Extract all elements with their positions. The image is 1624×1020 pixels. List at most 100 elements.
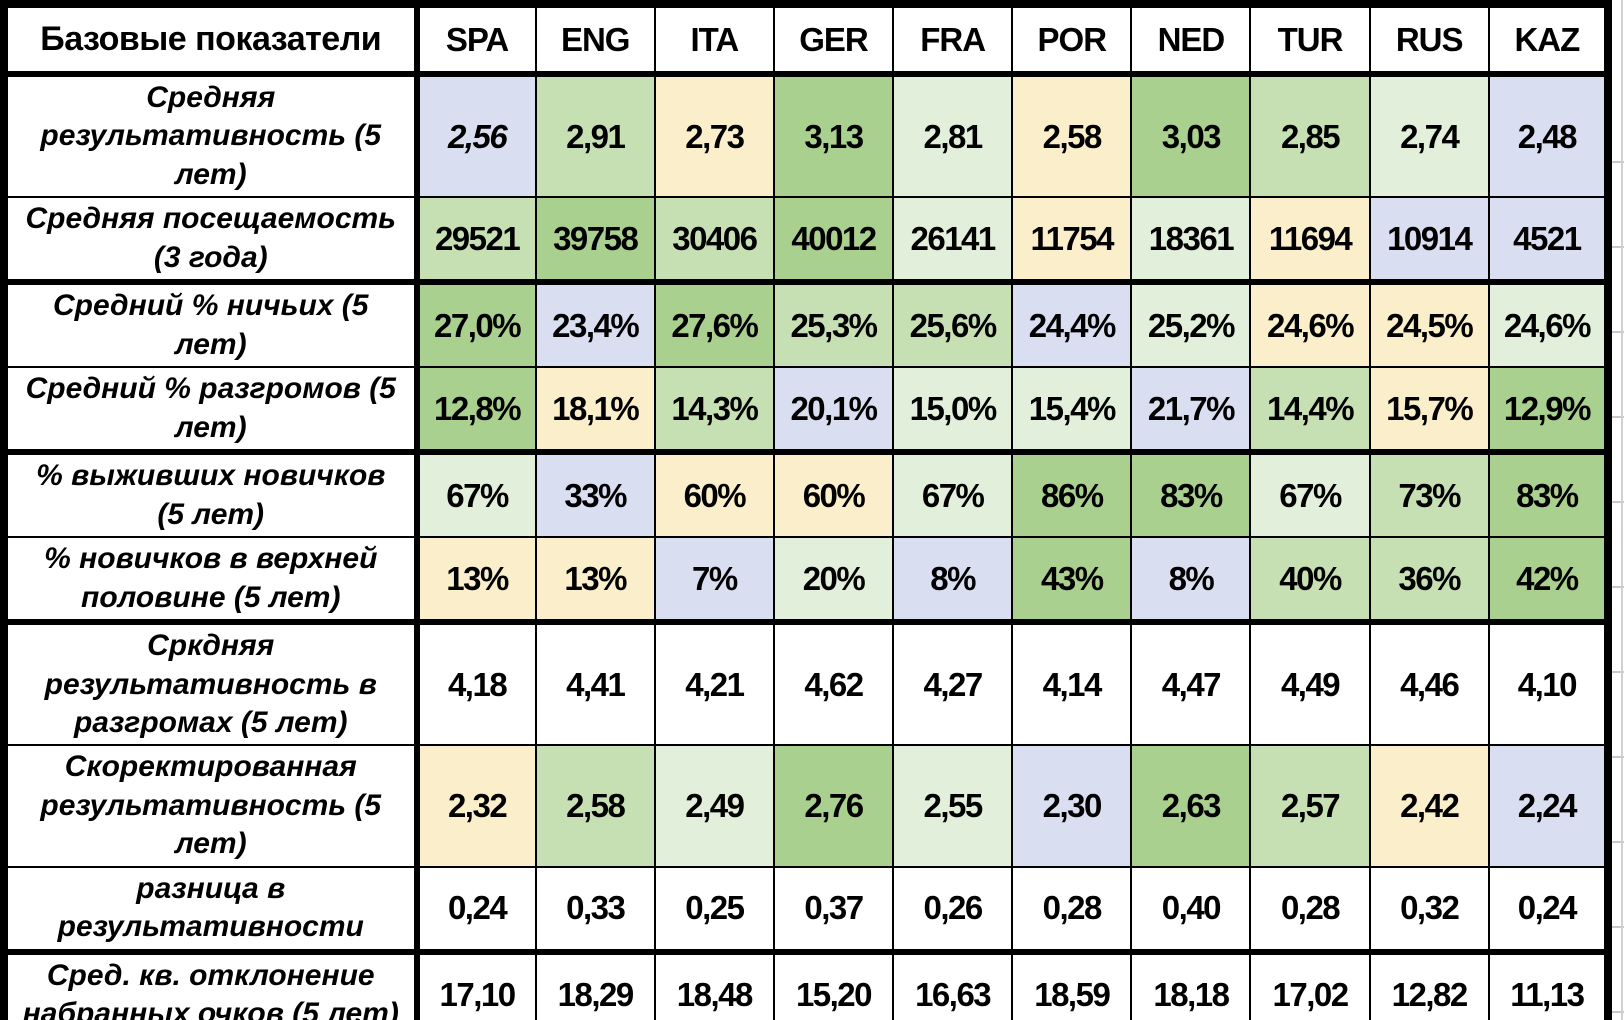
data-cell: 4,18 (415, 621, 537, 747)
data-cell: 18,18 (1130, 950, 1252, 1020)
data-cell: 2,91 (534, 72, 656, 199)
column-header: KAZ (1487, 3, 1610, 77)
data-cell: 30406 (653, 196, 775, 286)
data-cell: 13% (534, 536, 656, 626)
data-cell: 0,37 (772, 865, 895, 955)
data-cell: 2,49 (653, 744, 775, 868)
data-cell: 27,6% (653, 281, 775, 369)
table-row: % выживших новичков (5 лет) 67% 33% 60% 60% 6… (3, 451, 1610, 539)
data-cell: 67% (415, 451, 537, 539)
data-cell: 15,0% (892, 366, 1014, 456)
table-row: разница в результативности 0,24 0,33 0,25 0,… (3, 865, 1610, 955)
data-cell: 0,24 (1487, 865, 1610, 955)
table-row: Средний % разгромов (5 лет) 12,8% 18,1% 14,… (3, 366, 1610, 456)
data-cell: 0,32 (1368, 865, 1490, 955)
data-cell: 40012 (772, 196, 895, 286)
data-cell: 15,4% (1011, 366, 1133, 456)
data-cell: 7% (653, 536, 775, 626)
row-label: Скоректированная результативность (5 лет… (3, 744, 420, 868)
data-cell: 15,7% (1368, 366, 1490, 456)
data-cell: 4,49 (1249, 621, 1371, 747)
data-cell: 2,48 (1487, 72, 1610, 199)
data-cell: 0,25 (653, 865, 775, 955)
data-cell: 16,63 (892, 950, 1014, 1020)
table-row: Сркдняя результативность в разгромах (5 … (3, 621, 1610, 747)
data-cell: 2,81 (892, 72, 1014, 199)
data-cell: 15,20 (772, 950, 895, 1020)
data-cell: 11694 (1249, 196, 1371, 286)
data-cell: 43% (1011, 536, 1133, 626)
data-cell: 2,73 (653, 72, 775, 199)
data-cell: 23,4% (534, 281, 656, 369)
data-cell: 2,63 (1130, 744, 1252, 868)
data-cell: 2,30 (1011, 744, 1133, 868)
data-cell: 2,76 (772, 744, 895, 868)
data-cell: 24,6% (1249, 281, 1371, 369)
data-cell: 25,6% (892, 281, 1014, 369)
data-cell: 73% (1368, 451, 1490, 539)
data-cell: 12,9% (1487, 366, 1610, 456)
data-cell: 0,40 (1130, 865, 1252, 955)
data-cell: 2,55 (892, 744, 1014, 868)
data-cell: 17,02 (1249, 950, 1371, 1020)
data-cell: 2,42 (1368, 744, 1490, 868)
row-label: Средний % разгромов (5 лет) (3, 366, 420, 456)
data-cell: 20% (772, 536, 895, 626)
data-cell: 18,59 (1011, 950, 1133, 1020)
sheet-gridline-vertical (1621, 0, 1623, 1020)
data-cell: 4,62 (772, 621, 895, 747)
data-cell: 11754 (1011, 196, 1133, 286)
data-cell: 2,56 (415, 72, 537, 199)
data-cell: 2,74 (1368, 72, 1490, 199)
data-cell: 39758 (534, 196, 656, 286)
table-row: % новичков в верхней половине (5 лет) 13%… (3, 536, 1610, 626)
data-cell: 4,41 (534, 621, 656, 747)
column-header: TUR (1249, 3, 1371, 77)
table-title: Базовые показатели (3, 3, 420, 77)
table-row: Средняя результативность (5 лет) 2,56 2,91… (3, 72, 1610, 199)
data-cell: 4,14 (1011, 621, 1133, 747)
data-cell: 60% (772, 451, 895, 539)
data-cell: 4521 (1487, 196, 1610, 286)
data-cell: 36% (1368, 536, 1490, 626)
data-cell: 21,7% (1130, 366, 1252, 456)
data-cell: 26141 (892, 196, 1014, 286)
data-cell: 18,29 (534, 950, 656, 1020)
data-cell: 18,1% (534, 366, 656, 456)
header-row: Базовые показатели SPA ENG ITA GER FRA POR NED… (3, 3, 1610, 77)
sheet-gutter (1612, 0, 1624, 1020)
column-header: GER (772, 3, 895, 77)
data-cell: 14,4% (1249, 366, 1371, 456)
column-header: POR (1011, 3, 1133, 77)
data-cell: 8% (892, 536, 1014, 626)
data-cell: 11,13 (1487, 950, 1610, 1020)
row-label: Сред. кв. отклонение набранных очков (5 … (3, 950, 420, 1020)
row-label: Средняя результативность (5 лет) (3, 72, 420, 199)
data-cell: 0,26 (892, 865, 1014, 955)
data-cell: 3,03 (1130, 72, 1252, 199)
table-row: Средняя посещаемость (3 года) 29521 39758 3… (3, 196, 1610, 286)
column-header: ENG (534, 3, 656, 77)
data-cell: 18,48 (653, 950, 775, 1020)
table-row: Скоректированная результативность (5 лет… (3, 744, 1610, 868)
table-body: Средняя результативность (5 лет) 2,56 2,91… (3, 72, 1610, 1020)
data-cell: 17,10 (415, 950, 537, 1020)
data-cell: 4,47 (1130, 621, 1252, 747)
column-header: SPA (415, 3, 537, 77)
data-cell: 0,28 (1249, 865, 1371, 955)
data-cell: 29521 (415, 196, 537, 286)
data-cell: 4,10 (1487, 621, 1610, 747)
data-cell: 10914 (1368, 196, 1490, 286)
data-cell: 27,0% (415, 281, 537, 369)
data-cell: 13% (415, 536, 537, 626)
data-cell: 67% (1249, 451, 1371, 539)
data-cell: 60% (653, 451, 775, 539)
data-cell: 0,33 (534, 865, 656, 955)
data-cell: 83% (1130, 451, 1252, 539)
data-cell: 4,46 (1368, 621, 1490, 747)
data-cell: 3,13 (772, 72, 895, 199)
data-cell: 2,85 (1249, 72, 1371, 199)
column-header: RUS (1368, 3, 1490, 77)
column-header: FRA (892, 3, 1014, 77)
row-label: % новичков в верхней половине (5 лет) (3, 536, 420, 626)
